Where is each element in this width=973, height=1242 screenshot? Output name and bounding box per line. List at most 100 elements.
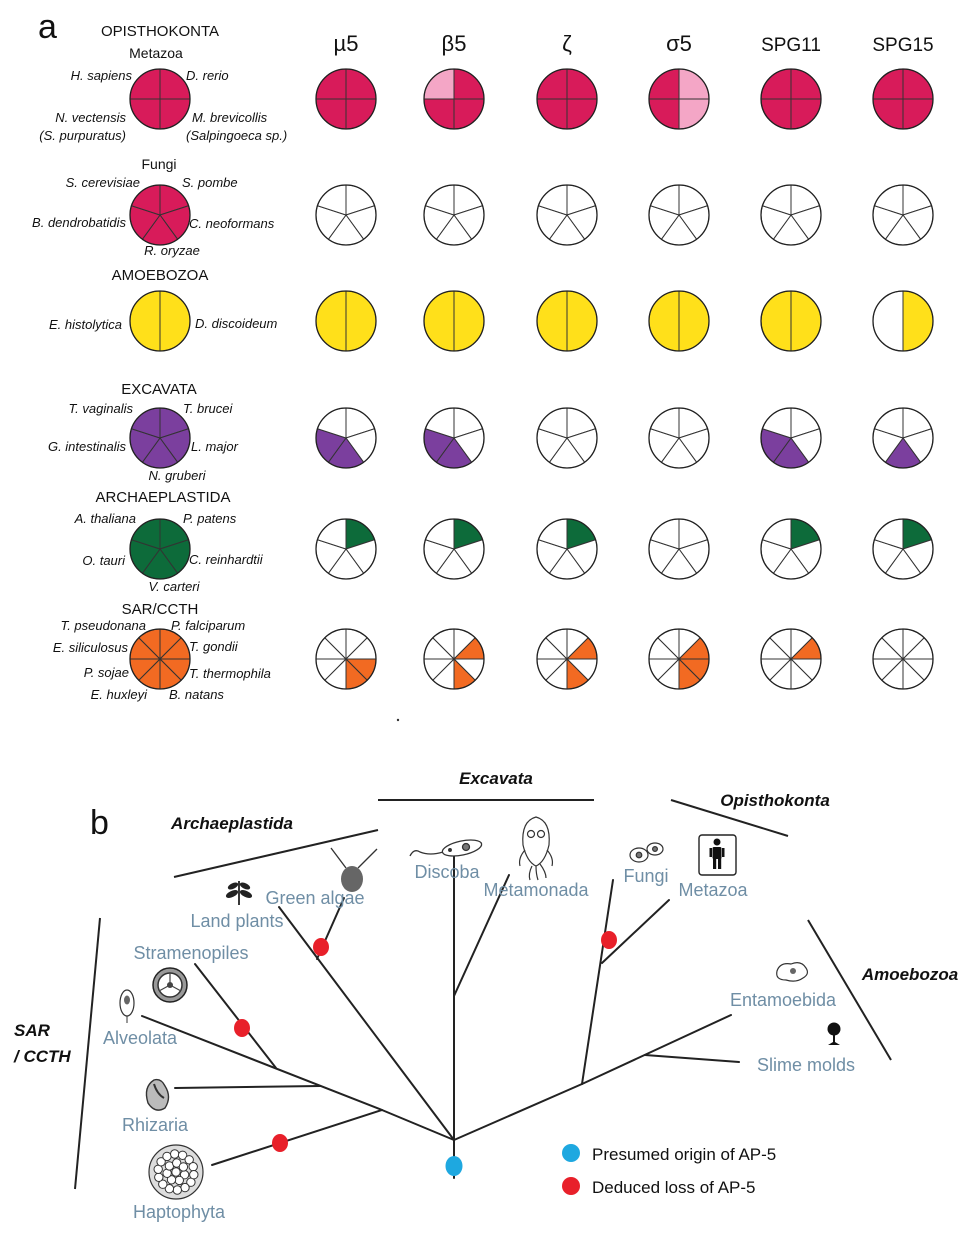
species-label: P. falciparum — [171, 618, 245, 633]
presence-pie — [536, 407, 598, 469]
pie-sector — [159, 290, 191, 352]
discoba-icon — [409, 839, 483, 857]
pie-outline — [536, 628, 598, 690]
species-label: E. siliculosus — [53, 640, 129, 655]
pie-outline — [129, 290, 191, 352]
pie-sector — [423, 290, 455, 352]
pie-outline — [315, 68, 377, 130]
tree-markers — [234, 931, 617, 1176]
pie-outline — [760, 407, 822, 469]
legend-loss-label: Deduced loss of AP-5 — [592, 1178, 755, 1197]
pie-outline — [648, 407, 710, 469]
presence-pie — [315, 290, 377, 352]
pie-outline — [129, 184, 191, 246]
pie-outline — [536, 290, 598, 352]
presence-pie — [315, 518, 377, 580]
branch-metamonada — [453, 874, 510, 997]
pie-outline — [648, 184, 710, 246]
fungi-icon — [629, 842, 664, 863]
organism-icons — [119, 816, 841, 1200]
pie-outline — [423, 68, 485, 130]
supergroup-sar-line2: / CCTH — [13, 1047, 71, 1066]
green-algae-icon — [330, 847, 378, 892]
presence-pie — [872, 628, 934, 690]
group-title-amoebozoa: AMOEBOZOA — [112, 267, 209, 284]
species-label: S. pombe — [182, 175, 238, 190]
entamoebida-icon — [776, 962, 809, 982]
species-label: C. neoformans — [189, 216, 275, 231]
presence-pie — [648, 518, 710, 580]
pie-outline — [536, 407, 598, 469]
column-header-spg11: SPG11 — [761, 35, 821, 56]
pie-outline — [129, 628, 191, 690]
loss-marker-alveolata — [234, 1019, 250, 1037]
supergroup-excavata: Excavata — [459, 769, 533, 788]
pie-outline — [423, 407, 485, 469]
pie-outline — [872, 407, 934, 469]
pie-outline — [315, 184, 377, 246]
species-label: T. vaginalis — [68, 401, 133, 416]
metazoa-icon — [698, 834, 737, 876]
group-title-sar-ccth: SAR/CCTH — [122, 601, 199, 618]
pie-outline — [648, 68, 710, 130]
supergroup-archaeplastida: Archaeplastida — [170, 814, 293, 833]
species-label: N. gruberi — [148, 468, 206, 483]
presence-pie — [423, 184, 485, 246]
species-label: D. rerio — [186, 68, 229, 83]
species-label: (S. purpuratus) — [39, 128, 126, 143]
legend: Presumed origin of AP-5 Deduced loss of … — [562, 1144, 776, 1197]
column-headers: µ5 β5 ζ σ5 SPG11 SPG15 — [334, 31, 934, 56]
presence-pie — [315, 407, 377, 469]
presence-pie — [315, 628, 377, 690]
species-label: C. reinhardtii — [189, 552, 264, 567]
species-label: L. major — [191, 439, 239, 454]
pie-sector — [453, 290, 485, 352]
species-label: S. cerevisiae — [66, 175, 140, 190]
branch-archaeplastida — [278, 906, 455, 1141]
pie-sector — [648, 290, 680, 352]
legend-origin-swatch — [562, 1144, 580, 1162]
pie-outline — [760, 628, 822, 690]
species-label: M. brevicollis — [192, 110, 268, 125]
group-title-excavata: EXCAVATA — [121, 381, 197, 398]
group-title-archaeplastida: ARCHAEPLASTIDA — [95, 489, 230, 506]
clade-alveolata: Alveolata — [103, 1028, 178, 1048]
pie-outline — [648, 628, 710, 690]
presence-pie — [536, 518, 598, 580]
presence-pie — [648, 407, 710, 469]
species-label: T. pseudonana — [60, 618, 146, 633]
branch-sar-stem — [381, 1109, 455, 1141]
presence-pie — [536, 184, 598, 246]
subgroup-fungi: Fungi — [141, 156, 176, 172]
pie-sector — [345, 290, 377, 352]
species-label: B. natans — [169, 687, 224, 702]
species-label: G. intestinalis — [48, 439, 127, 454]
group-reference-pie — [129, 184, 191, 246]
pie-outline — [872, 68, 934, 130]
presence-pie — [872, 518, 934, 580]
species-label: A. thaliana — [74, 511, 136, 526]
branch-fungi — [581, 879, 614, 1085]
pie-sector — [536, 290, 568, 352]
branch-haptophyta — [211, 1109, 383, 1166]
clade-entamoebida: Entamoebida — [730, 990, 837, 1010]
presence-pie — [315, 184, 377, 246]
branch-rhizaria — [174, 1085, 321, 1089]
pie-outline — [536, 68, 598, 130]
clade-slime-molds: Slime molds — [757, 1055, 855, 1075]
presence-pie — [760, 68, 822, 130]
rhizaria-icon — [145, 1078, 170, 1111]
presence-pie — [872, 290, 934, 352]
clade-labels: Discoba Metamonada Fungi Metazoa Green a… — [103, 862, 855, 1222]
pie-outline — [129, 518, 191, 580]
clade-discoba: Discoba — [414, 862, 480, 882]
species-label: H. sapiens — [71, 68, 133, 83]
species-label: (Salpingoeca sp.) — [186, 128, 287, 143]
group-reference-pie — [129, 68, 191, 130]
pie-outline — [423, 518, 485, 580]
group-reference-pie — [129, 290, 191, 352]
loss-marker-fungi — [601, 931, 617, 949]
column-header-sigma5: σ5 — [666, 31, 692, 56]
clade-rhizaria: Rhizaria — [122, 1115, 189, 1135]
species-label: N. vectensis — [55, 110, 126, 125]
